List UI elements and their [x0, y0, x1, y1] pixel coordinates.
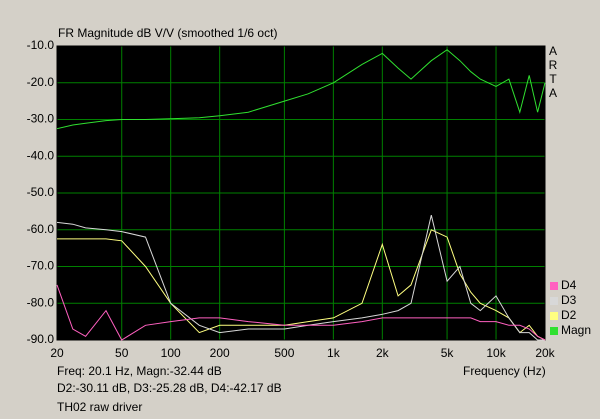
x-tick-label: 200: [210, 346, 230, 360]
x-tick-label: 500: [274, 346, 294, 360]
legend-swatch: [550, 327, 558, 335]
legend-swatch: [550, 297, 558, 305]
x-axis-label: Frequency (Hz): [463, 364, 546, 378]
cursor-info: Freq: 20.1 Hz, Magn:-32.44 dB: [57, 364, 222, 378]
y-tick-label: -50.0: [27, 185, 55, 199]
x-tick-label: 20k: [535, 346, 555, 360]
x-tick-label: 100: [161, 346, 181, 360]
x-tick-label: 2k: [376, 346, 390, 360]
y-tick-label: -10.0: [27, 38, 55, 52]
plot-border: [56, 45, 546, 341]
legend-swatch: [550, 312, 558, 320]
y-tick-label: -30.0: [27, 112, 55, 126]
legend-label: D3: [561, 293, 577, 307]
x-tick-label: 5k: [441, 346, 455, 360]
legend-label: Magn: [561, 323, 591, 337]
legend-label: D2: [561, 308, 577, 322]
y-tick-label: -60.0: [27, 222, 55, 236]
x-tick-label: 1k: [327, 346, 341, 360]
legend-swatch: [550, 282, 558, 290]
y-tick-label: -70.0: [27, 259, 55, 273]
cursor-info: D2:-30.11 dB, D3:-25.28 dB, D4:-42.17 dB: [57, 381, 282, 395]
y-tick-label: -90.0: [27, 332, 55, 346]
x-tick-label: 50: [115, 346, 129, 360]
series-line: [56, 284, 546, 341]
y-tick-label: -80.0: [27, 295, 55, 309]
note: TH02 raw driver: [57, 400, 142, 414]
legend-label: D4: [561, 278, 577, 292]
y-tick-label: -40.0: [27, 148, 55, 162]
series-line: [57, 229, 546, 341]
x-tick-label: 20: [50, 346, 64, 360]
y-tick-label: -20.0: [27, 75, 55, 89]
chart-title: FR Magnitude dB V/V (smoothed 1/6 oct): [58, 26, 277, 40]
series-line: [56, 49, 546, 130]
x-tick-label: 10k: [486, 346, 506, 360]
series-line: [56, 214, 545, 341]
